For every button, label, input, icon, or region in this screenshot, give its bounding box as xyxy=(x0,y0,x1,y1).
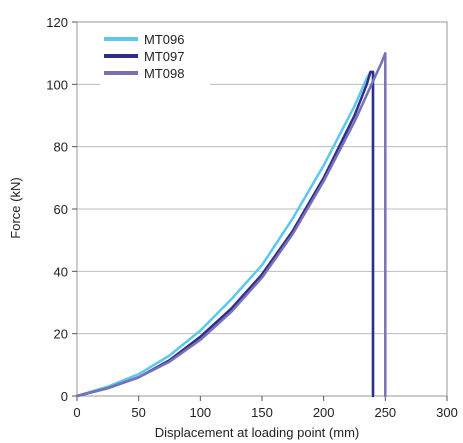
y-tick-label: 0 xyxy=(61,389,68,404)
legend-label-mt097: MT097 xyxy=(144,49,184,64)
y-tick-label: 80 xyxy=(54,140,68,155)
y-tick-label: 100 xyxy=(46,77,68,92)
y-axis-label: Force (kN) xyxy=(8,177,23,238)
x-tick-label: 250 xyxy=(374,405,396,420)
x-axis-label: Displacement at loading point (mm) xyxy=(155,425,359,440)
legend-label-mt098: MT098 xyxy=(144,66,184,81)
x-tick-label: 0 xyxy=(73,405,80,420)
series-line-mt097 xyxy=(75,70,375,398)
series-lines xyxy=(75,51,387,398)
y-tick-label: 40 xyxy=(54,264,68,279)
series-line-mt098 xyxy=(75,51,387,398)
x-tick-label: 300 xyxy=(436,405,458,420)
y-tick-label: 60 xyxy=(54,202,68,217)
axes: 0 20 40 60 80 100 120 0 50 100 150 200 250 300 xyxy=(46,15,458,420)
x-tick-label: 100 xyxy=(189,405,211,420)
x-tick-label: 200 xyxy=(313,405,335,420)
y-tick-label: 20 xyxy=(54,327,68,342)
y-tick-label: 120 xyxy=(46,15,68,30)
x-tick-label: 150 xyxy=(251,405,273,420)
x-tick-label: 50 xyxy=(131,405,145,420)
legend-label-mt096: MT096 xyxy=(144,32,184,47)
series-line-mt096 xyxy=(75,70,375,398)
legend: MT096 MT097 MT098 xyxy=(100,27,210,87)
